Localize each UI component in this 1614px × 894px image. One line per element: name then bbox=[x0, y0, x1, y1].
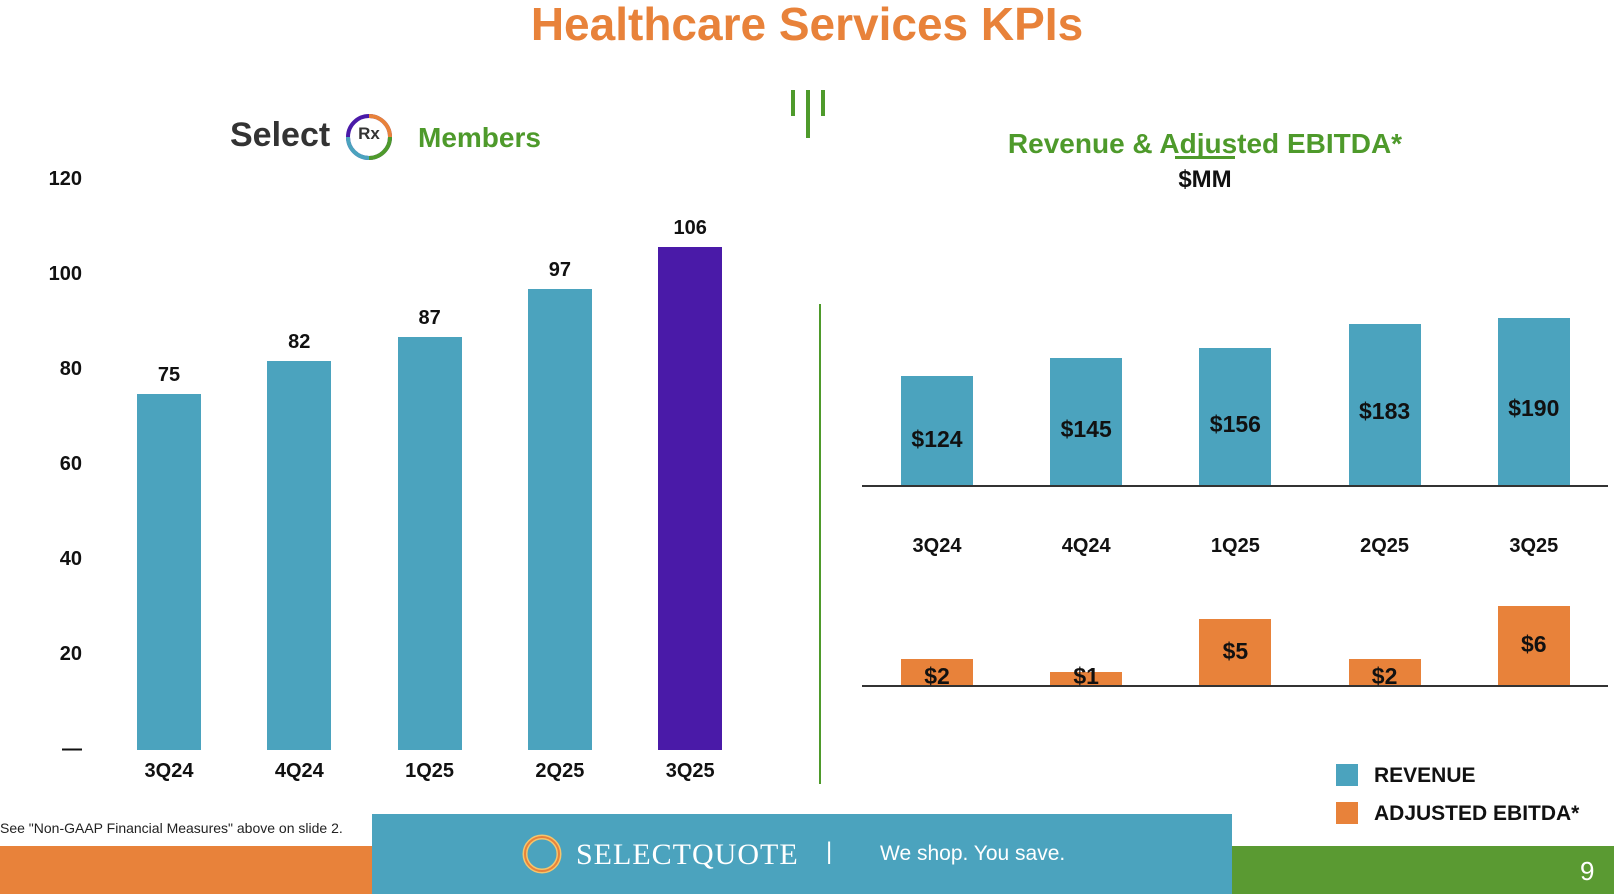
members-value-label: 82 bbox=[288, 330, 311, 353]
ebitda-bar bbox=[901, 658, 973, 685]
revenue-category-label: 2Q25 bbox=[1360, 535, 1410, 557]
revenue-value-label: $156 bbox=[1209, 411, 1261, 438]
revenue-category-label: 1Q25 bbox=[1210, 535, 1260, 557]
members-category-label: 2Q25 bbox=[535, 760, 585, 782]
ebitda-baseline bbox=[862, 685, 1608, 687]
ebitda-value-label: $1 bbox=[1073, 663, 1099, 689]
members-bar bbox=[397, 336, 462, 750]
revenue-chart-subtitle: $MM bbox=[1178, 166, 1232, 193]
footer-brand-bar: SELECTQUOTE | We shop. You save. bbox=[372, 814, 1232, 894]
ebitda-value-label: $2 bbox=[1371, 663, 1398, 689]
members-value-label: 106 bbox=[673, 216, 707, 239]
tagline-separator: | bbox=[826, 838, 833, 865]
revenue-category-label: 3Q24 bbox=[912, 535, 962, 557]
revenue-bar bbox=[1199, 348, 1272, 485]
revenue-bar bbox=[1497, 318, 1570, 485]
members-bar bbox=[137, 393, 201, 750]
revenue-value-label: $145 bbox=[1060, 416, 1112, 443]
revenue-ebitda-chart: $124 3Q24 $145 4Q24 $156 1Q25 $183 2Q25 $190 3Q25… bbox=[862, 318, 1608, 689]
revenue-value-label: $190 bbox=[1508, 394, 1560, 421]
selectquote-logo-text: SELECTQUOTE bbox=[576, 838, 799, 871]
members-value-label: 75 bbox=[157, 363, 181, 386]
members-value-label: 87 bbox=[418, 306, 441, 329]
members-bar bbox=[527, 289, 592, 750]
revenue-bar bbox=[1050, 357, 1123, 485]
title-underline bbox=[1175, 156, 1235, 159]
revenue-bar bbox=[1348, 324, 1421, 485]
ebitda-bar bbox=[1497, 605, 1570, 685]
y-tick-label: 60 bbox=[59, 453, 82, 475]
members-bar bbox=[658, 246, 723, 750]
ebitda-value-label: $5 bbox=[1222, 638, 1249, 664]
legend-revenue-label: REVENUE bbox=[1374, 764, 1476, 787]
ebitda-value-label: $2 bbox=[924, 663, 950, 689]
members-category-label: 1Q25 bbox=[405, 760, 455, 782]
members-category-label: 3Q24 bbox=[144, 760, 194, 782]
ebitda-bar bbox=[1050, 671, 1123, 685]
page-number: 9 bbox=[1580, 856, 1595, 886]
revenue-category-label: 3Q25 bbox=[1509, 535, 1559, 557]
y-tick-label: 20 bbox=[59, 643, 82, 665]
members-value-label: 97 bbox=[548, 259, 572, 282]
y-tick-label: 120 bbox=[48, 168, 82, 190]
ebitda-value-label: $6 bbox=[1521, 631, 1547, 658]
members-category-label: 3Q25 bbox=[665, 760, 715, 782]
selectquote-ring-icon bbox=[522, 834, 562, 874]
members-bar bbox=[267, 360, 332, 750]
y-tick-label: — bbox=[62, 738, 82, 760]
footnote: See "Non-GAAP Financial Measures" above … bbox=[0, 820, 343, 836]
divider-marks-icon bbox=[791, 90, 825, 138]
members-category-label: 4Q24 bbox=[274, 760, 324, 782]
members-chart-title: Members bbox=[418, 122, 541, 153]
selectrx-badge: Rx bbox=[358, 124, 380, 143]
selectrx-logo-text: Select bbox=[230, 116, 331, 154]
footer-green-band bbox=[1232, 846, 1614, 894]
legend-revenue-swatch bbox=[1336, 764, 1358, 786]
footer-orange-band bbox=[0, 846, 372, 894]
members-chart: — 20 40 60 80 100 120 75 3Q24 82 4Q24 87 1Q25 97 2Q25 1… bbox=[0, 0, 800, 800]
revenue-baseline bbox=[862, 485, 1608, 487]
revenue-chart-title: Revenue & Adjusted EBITDA* bbox=[1007, 128, 1403, 159]
revenue-category-label: 4Q24 bbox=[1061, 535, 1111, 557]
y-tick-label: 80 bbox=[59, 358, 82, 380]
revenue-value-label: $124 bbox=[911, 426, 963, 453]
revenue-bar bbox=[901, 376, 973, 485]
y-tick-label: 100 bbox=[48, 263, 82, 285]
tagline: We shop. You save. bbox=[880, 842, 1066, 865]
page-title: Healthcare Services KPIs bbox=[530, 0, 1084, 50]
revenue-value-label: $183 bbox=[1359, 398, 1411, 425]
legend-ebitda-label: ADJUSTED EBITDA* bbox=[1374, 802, 1580, 825]
ebitda-bar bbox=[1348, 658, 1421, 685]
vertical-divider bbox=[819, 304, 821, 784]
legend-ebitda-swatch bbox=[1336, 802, 1358, 824]
y-tick-label: 40 bbox=[59, 548, 82, 570]
selectrx-ring-icon bbox=[346, 114, 392, 160]
ebitda-bar bbox=[1199, 619, 1272, 685]
